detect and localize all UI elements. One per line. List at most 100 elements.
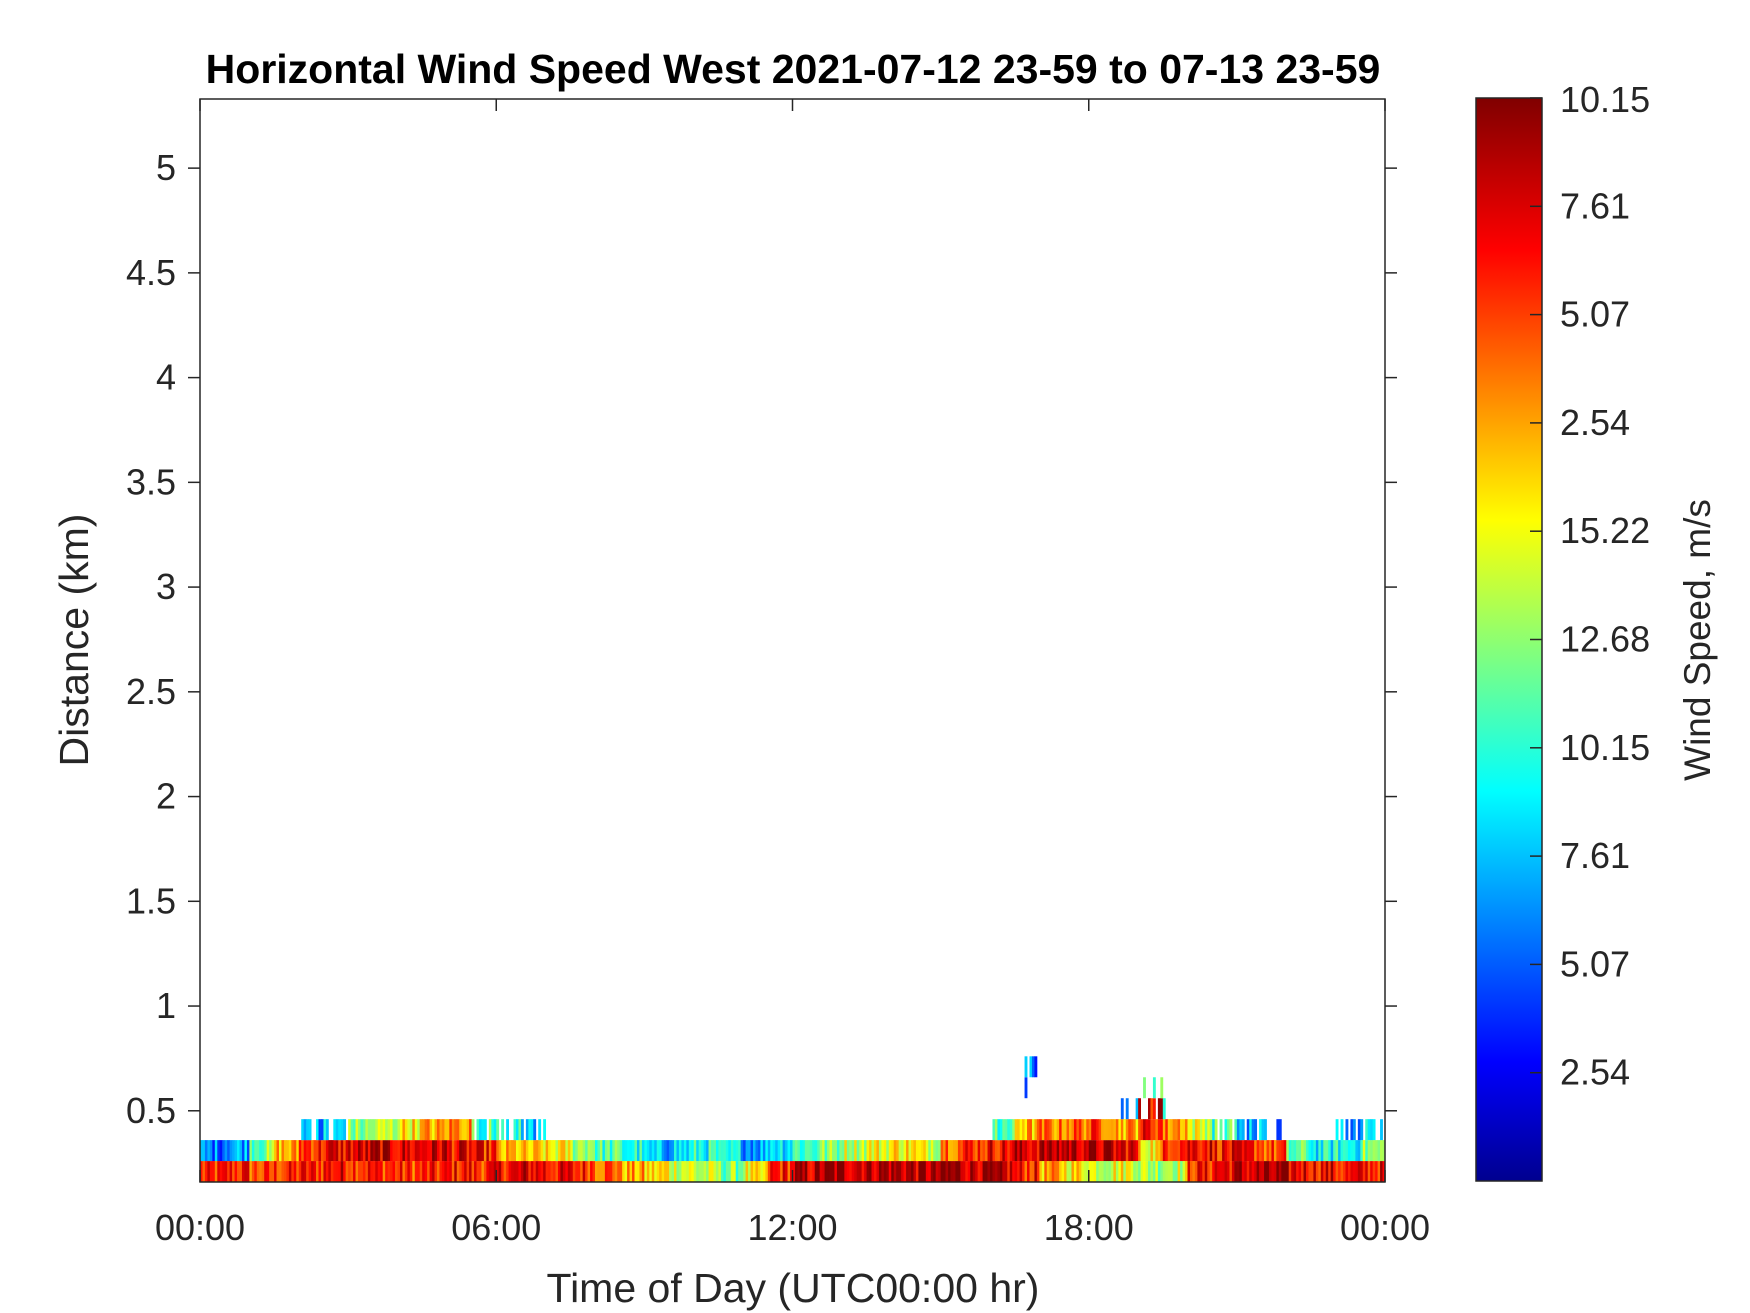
heatmap-cell	[454, 1161, 458, 1182]
heatmap-cell	[1231, 1161, 1235, 1182]
heatmap-cell	[474, 1140, 477, 1162]
heatmap-cell	[587, 1140, 591, 1162]
heatmap-cell	[1007, 1140, 1011, 1162]
heatmap-cell	[1155, 1140, 1159, 1162]
heatmap-cell	[1054, 1140, 1058, 1162]
heatmap-cell	[1046, 1119, 1050, 1141]
heatmap-cell	[451, 1140, 455, 1162]
heatmap-cell	[1167, 1119, 1171, 1141]
heatmap-cell	[412, 1140, 416, 1162]
heatmap-cell	[780, 1161, 784, 1182]
heatmap-cell	[767, 1161, 771, 1182]
heatmap-cell	[1367, 1119, 1371, 1141]
heatmap-cell	[1101, 1140, 1104, 1162]
heatmap-cell	[503, 1140, 507, 1162]
heatmap-cell	[508, 1140, 512, 1162]
heatmap-cell	[930, 1140, 934, 1162]
heatmap-cell	[1056, 1140, 1060, 1162]
heatmap-cell	[1194, 1140, 1198, 1162]
heatmap-cell	[1177, 1140, 1181, 1162]
heatmap-cell	[496, 1161, 500, 1182]
heatmap-cell	[701, 1140, 705, 1162]
heatmap-cell	[1091, 1161, 1095, 1182]
heatmap-cell	[293, 1140, 297, 1162]
heatmap-cell	[269, 1161, 272, 1182]
heatmap-cell	[1172, 1119, 1176, 1141]
heatmap-cell	[1246, 1140, 1250, 1162]
heatmap-cell	[1367, 1161, 1371, 1182]
heatmap-cell	[392, 1161, 396, 1182]
heatmap-cell	[1310, 1161, 1314, 1182]
heatmap-cell	[1271, 1161, 1275, 1182]
heatmap-cell	[1204, 1161, 1208, 1182]
heatmap-cell	[283, 1161, 287, 1182]
heatmap-cell	[1320, 1140, 1324, 1162]
heatmap-cell	[533, 1140, 537, 1162]
heatmap-cell	[1019, 1119, 1023, 1141]
heatmap-cell	[713, 1140, 717, 1162]
heatmap-cell	[1024, 1119, 1028, 1141]
heatmap-cell	[804, 1161, 808, 1182]
heatmap-cell	[636, 1161, 640, 1182]
heatmap-cell	[340, 1140, 344, 1162]
heatmap-cell	[1157, 1161, 1161, 1182]
heatmap-cell	[632, 1140, 635, 1162]
heatmap-cell	[325, 1140, 329, 1162]
heatmap-cell	[943, 1161, 946, 1182]
heatmap-cell	[316, 1161, 319, 1182]
heatmap-cell	[832, 1161, 835, 1182]
heatmap-cell	[1214, 1119, 1218, 1141]
heatmap-cell	[444, 1161, 448, 1182]
heatmap-cell	[1197, 1161, 1201, 1182]
heatmap-cell	[683, 1161, 687, 1182]
heatmap-cell	[891, 1140, 895, 1162]
heatmap-cell	[1069, 1140, 1072, 1162]
heatmap-cell	[1118, 1119, 1122, 1141]
heatmap-cell	[1192, 1119, 1196, 1141]
heatmap-cell	[908, 1161, 912, 1182]
heatmap-cell	[353, 1140, 356, 1162]
heatmap-cell	[1073, 1119, 1077, 1141]
heatmap-cell	[715, 1161, 719, 1182]
heatmap-cell	[1145, 1161, 1149, 1182]
heatmap-cell	[839, 1161, 843, 1182]
heatmap-cell	[1081, 1161, 1085, 1182]
heatmap-cell	[466, 1119, 470, 1141]
x-tick-label: 00:00	[1340, 1207, 1430, 1248]
heatmap-cell	[940, 1161, 944, 1182]
heatmap-cell	[1064, 1140, 1067, 1162]
heatmap-cell	[794, 1140, 798, 1162]
heatmap-cell	[1185, 1140, 1188, 1162]
heatmap-cell	[1167, 1161, 1171, 1182]
heatmap-cell	[1106, 1140, 1109, 1162]
heatmap-cell	[474, 1161, 477, 1182]
heatmap-cell	[1088, 1119, 1092, 1141]
heatmap-cell	[782, 1140, 786, 1162]
heatmap-cell	[997, 1119, 1001, 1141]
heatmap-cell	[893, 1140, 897, 1162]
heatmap-cell	[1365, 1119, 1369, 1141]
heatmap-cell	[555, 1161, 559, 1182]
x-tick-label: 12:00	[747, 1207, 837, 1248]
heatmap-cell	[1054, 1119, 1058, 1141]
heatmap-cell	[970, 1140, 974, 1162]
heatmap-cell	[967, 1161, 971, 1182]
heatmap-cell	[1370, 1140, 1374, 1162]
heatmap-cell	[308, 1161, 312, 1182]
heatmap-cell	[404, 1140, 408, 1162]
heatmap-cell	[417, 1140, 421, 1162]
heatmap-cell	[444, 1140, 448, 1162]
heatmap-cell	[390, 1161, 393, 1182]
heatmap-cell	[301, 1140, 305, 1162]
heatmap-cell	[1352, 1140, 1356, 1162]
heatmap-cell	[634, 1140, 638, 1162]
heatmap-cell	[525, 1140, 529, 1162]
heatmap-cell	[1017, 1119, 1021, 1141]
heatmap-cell	[873, 1161, 877, 1182]
heatmap-cell	[765, 1161, 769, 1182]
heatmap-cell	[281, 1161, 285, 1182]
heatmap-cell	[1118, 1140, 1122, 1162]
heatmap-cell	[261, 1140, 265, 1162]
heatmap-cell	[624, 1140, 628, 1162]
heatmap-cell	[980, 1161, 983, 1182]
